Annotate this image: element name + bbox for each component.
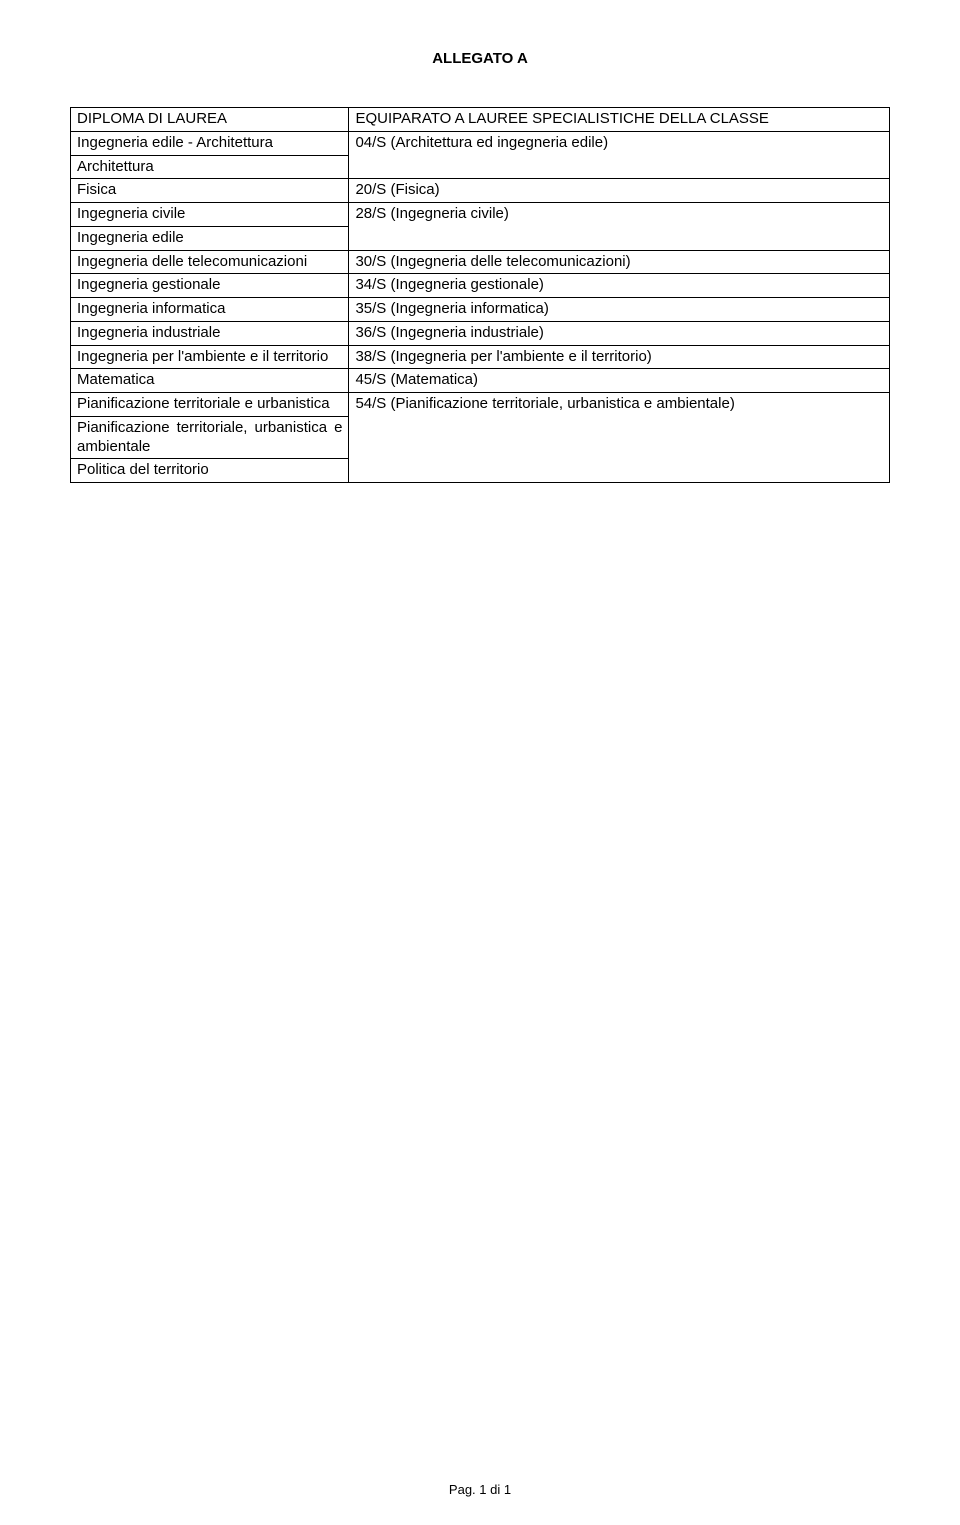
table-row: Pianificazione territoriale, urbanistica…	[71, 416, 890, 459]
attachment-title: ALLEGATO A	[70, 50, 890, 67]
equivalence-table: DIPLOMA DI LAUREA EQUIPARATO A LAUREE SP…	[70, 107, 890, 483]
page-footer: Pag. 1 di 1	[0, 1482, 960, 1497]
cell-classe: 28/S (Ingegneria civile)	[349, 203, 890, 227]
cell-classe: 30/S (Ingegneria delle telecomunicazioni…	[349, 250, 890, 274]
cell-classe: 45/S (Matematica)	[349, 369, 890, 393]
cell-classe-empty	[349, 416, 890, 459]
table-row: Ingegneria edile - Architettura 04/S (Ar…	[71, 131, 890, 155]
cell-classe-empty	[349, 226, 890, 250]
table-row: Ingegneria civile 28/S (Ingegneria civil…	[71, 203, 890, 227]
cell-diploma: Ingegneria per l'ambiente e il territori…	[71, 345, 349, 369]
table-row: Ingegneria industriale 36/S (Ingegneria …	[71, 321, 890, 345]
cell-classe: 36/S (Ingegneria industriale)	[349, 321, 890, 345]
cell-diploma: Ingegneria edile - Architettura	[71, 131, 349, 155]
header-right: EQUIPARATO A LAUREE SPECIALISTICHE DELLA…	[349, 108, 890, 132]
table-header-row: DIPLOMA DI LAUREA EQUIPARATO A LAUREE SP…	[71, 108, 890, 132]
cell-diploma: Matematica	[71, 369, 349, 393]
table-row: Pianificazione territoriale e urbanistic…	[71, 393, 890, 417]
cell-diploma: Ingegneria informatica	[71, 298, 349, 322]
cell-classe-empty	[349, 155, 890, 179]
table-row: Ingegneria informatica 35/S (Ingegneria …	[71, 298, 890, 322]
cell-diploma: Ingegneria industriale	[71, 321, 349, 345]
table-row: Fisica 20/S (Fisica)	[71, 179, 890, 203]
cell-classe: 04/S (Architettura ed ingegneria edile)	[349, 131, 890, 155]
table-row: Ingegneria edile	[71, 226, 890, 250]
cell-diploma: Politica del territorio	[71, 459, 349, 483]
cell-diploma: Ingegneria gestionale	[71, 274, 349, 298]
table-row: Architettura	[71, 155, 890, 179]
cell-diploma: Pianificazione territoriale, urbanistica…	[71, 416, 349, 459]
cell-diploma: Pianificazione territoriale e urbanistic…	[71, 393, 349, 417]
table-row: Ingegneria per l'ambiente e il territori…	[71, 345, 890, 369]
cell-diploma: Ingegneria edile	[71, 226, 349, 250]
cell-classe: 34/S (Ingegneria gestionale)	[349, 274, 890, 298]
cell-classe-empty	[349, 459, 890, 483]
cell-classe: 54/S (Pianificazione territoriale, urban…	[349, 393, 890, 417]
cell-diploma: Ingegneria delle telecomunicazioni	[71, 250, 349, 274]
cell-diploma: Architettura	[71, 155, 349, 179]
header-left: DIPLOMA DI LAUREA	[71, 108, 349, 132]
cell-classe: 20/S (Fisica)	[349, 179, 890, 203]
cell-diploma: Fisica	[71, 179, 349, 203]
cell-diploma: Ingegneria civile	[71, 203, 349, 227]
cell-classe: 38/S (Ingegneria per l'ambiente e il ter…	[349, 345, 890, 369]
table-row: Ingegneria delle telecomunicazioni 30/S …	[71, 250, 890, 274]
document-page: ALLEGATO A DIPLOMA DI LAUREA EQUIPARATO …	[0, 0, 960, 1525]
table-row: Matematica 45/S (Matematica)	[71, 369, 890, 393]
table-row: Politica del territorio	[71, 459, 890, 483]
table-row: Ingegneria gestionale 34/S (Ingegneria g…	[71, 274, 890, 298]
cell-classe: 35/S (Ingegneria informatica)	[349, 298, 890, 322]
